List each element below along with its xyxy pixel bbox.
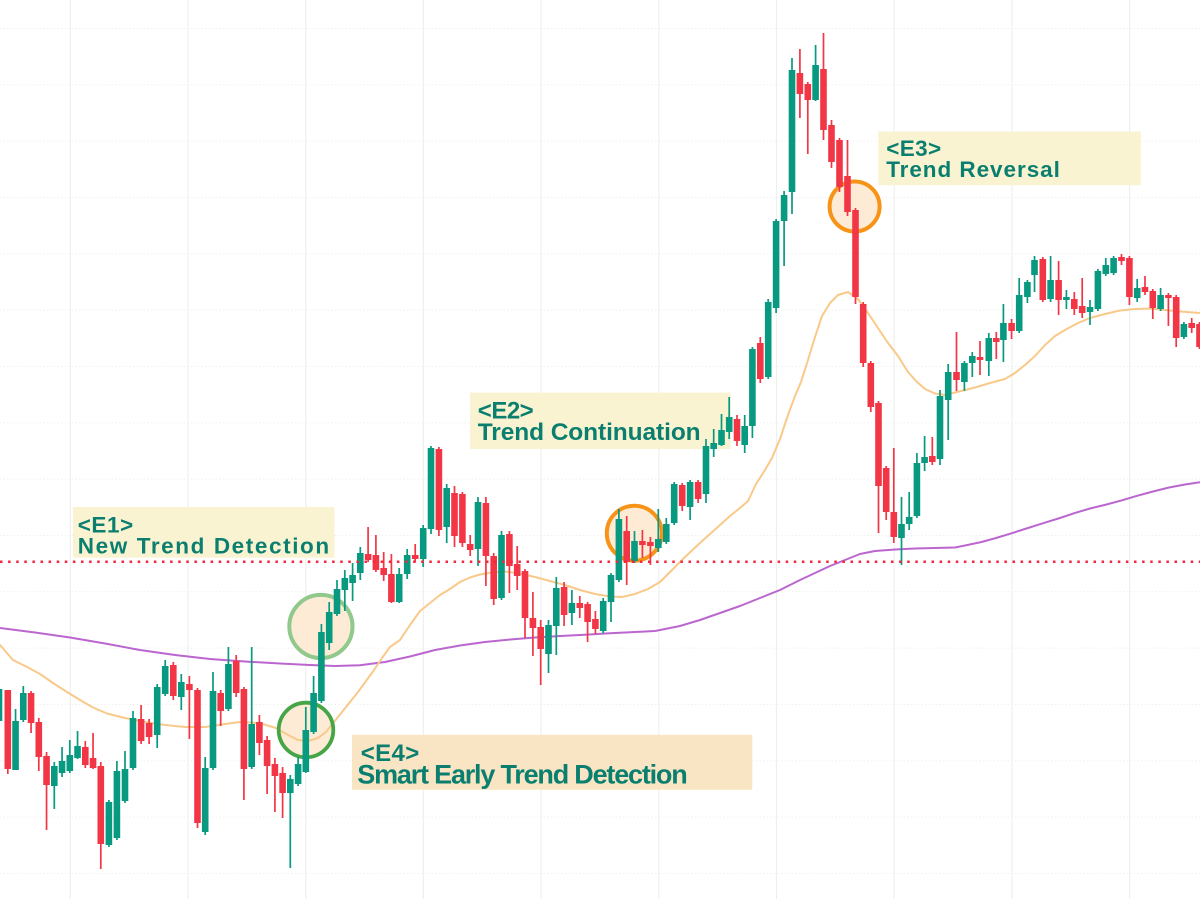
svg-text:New Trend Detection: New Trend Detection — [78, 534, 331, 559]
svg-text:<E1>: <E1> — [78, 512, 134, 537]
svg-text:Trend Continuation: Trend Continuation — [478, 419, 701, 446]
svg-text:<E2>: <E2> — [478, 397, 534, 424]
svg-text:<E4>: <E4> — [361, 740, 420, 767]
svg-text:Trend Reversal: Trend Reversal — [886, 157, 1061, 182]
svg-text:<E3>: <E3> — [886, 136, 941, 161]
svg-text:Smart Early Trend Detection: Smart Early Trend Detection — [357, 760, 686, 790]
